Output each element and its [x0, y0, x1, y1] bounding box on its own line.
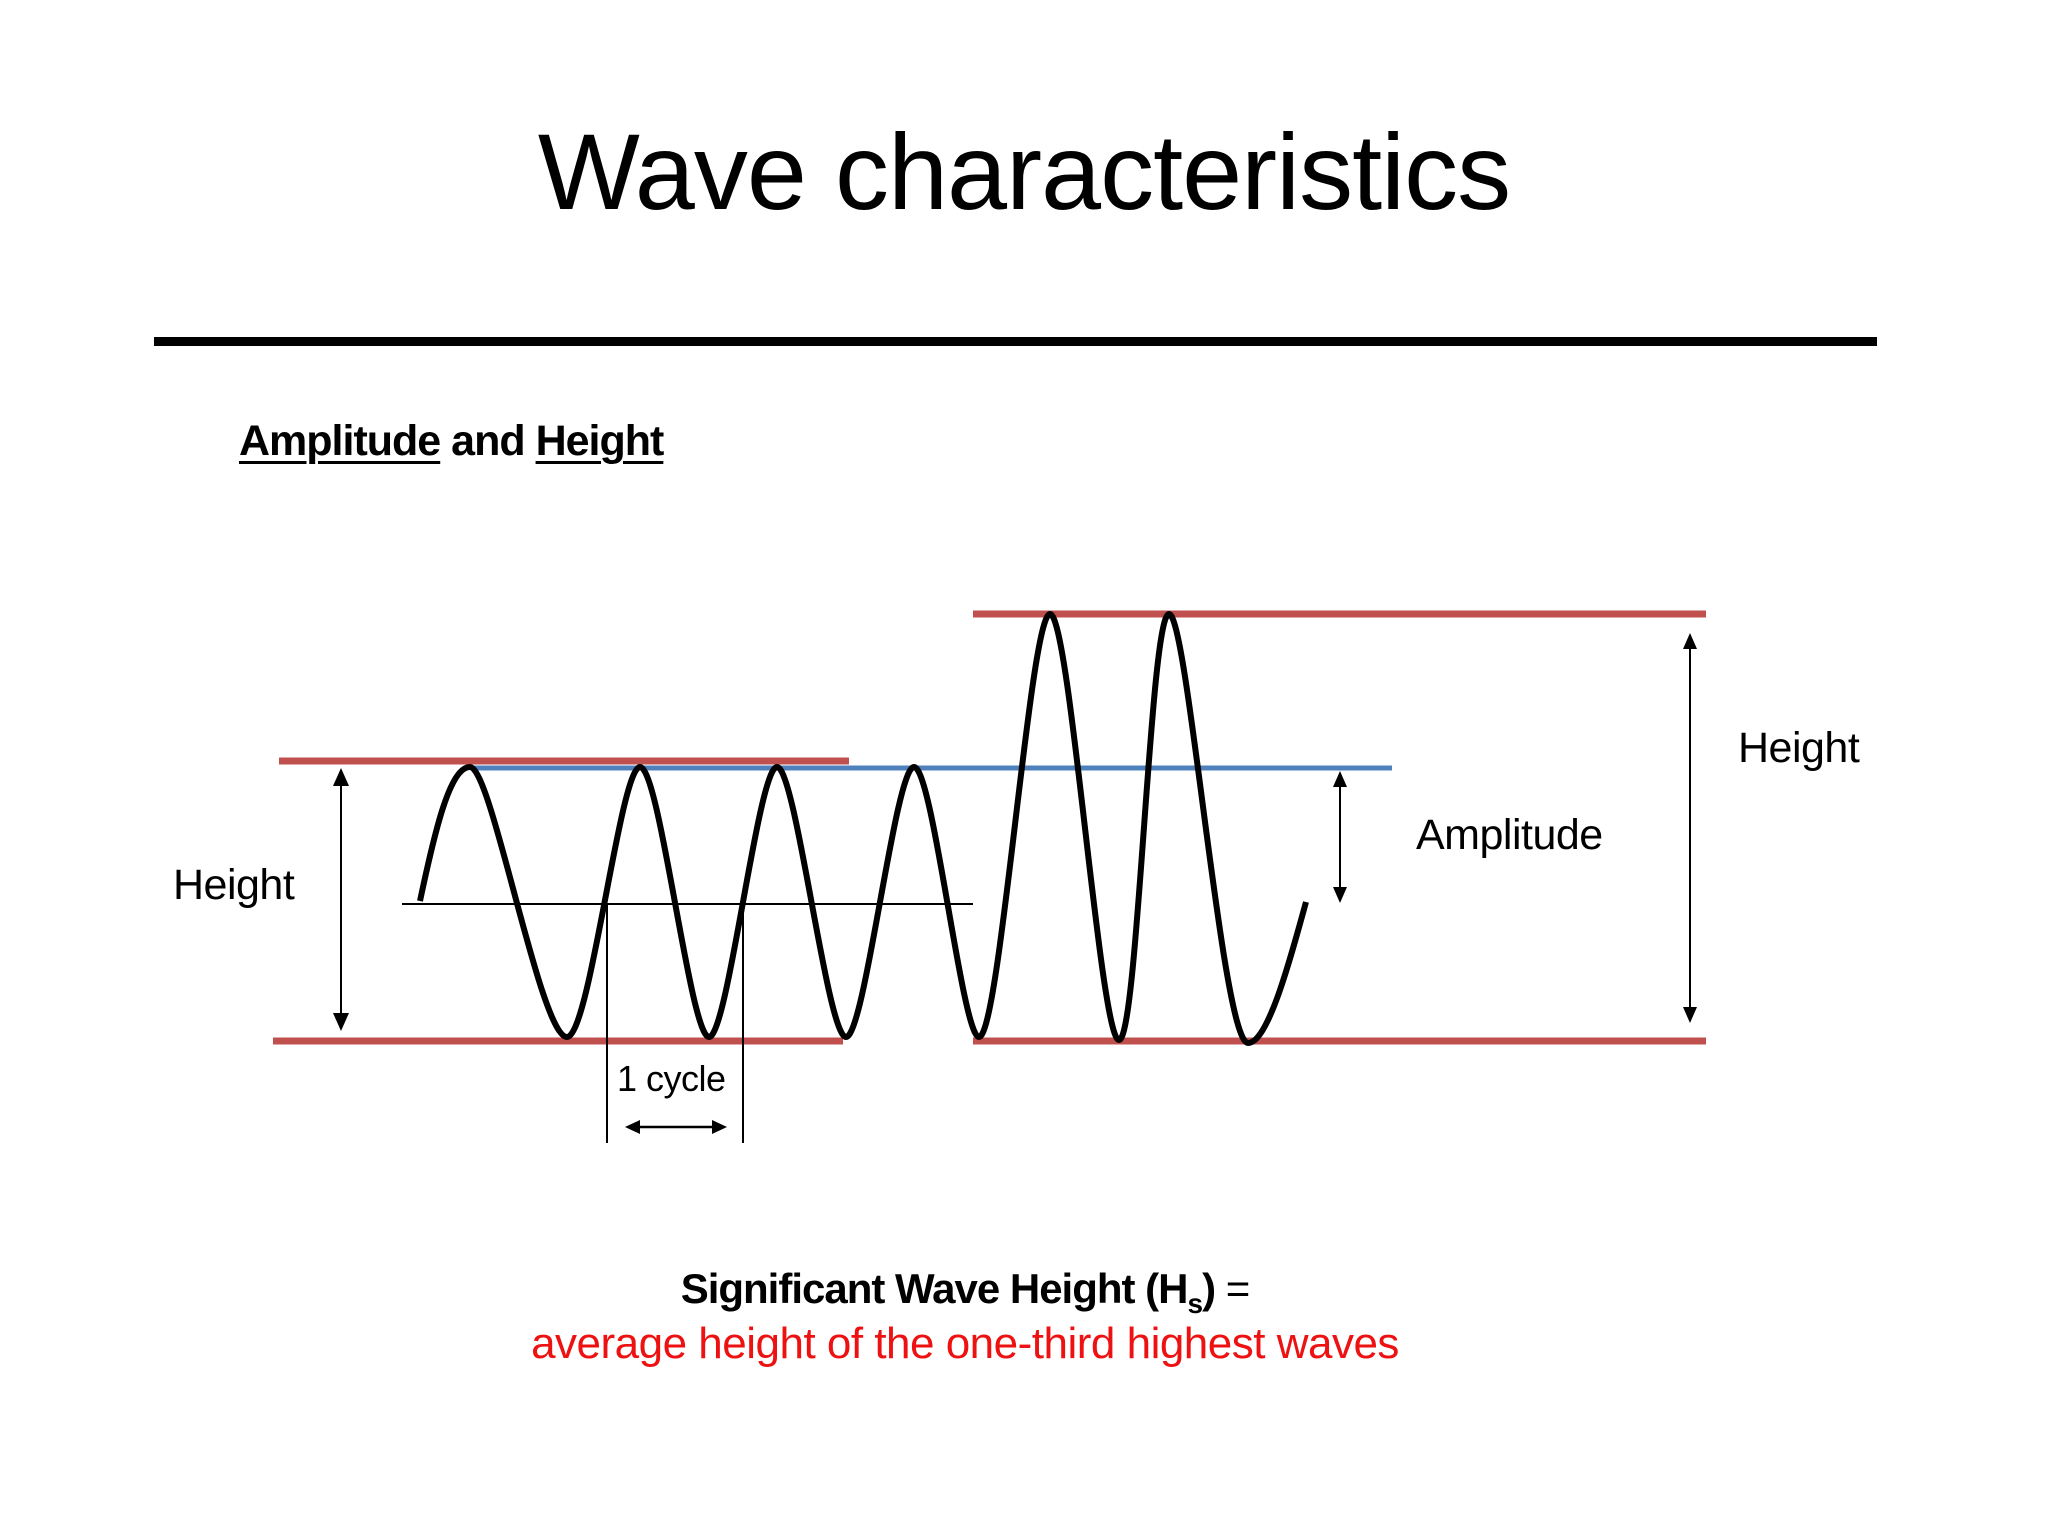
arrowhead-up-icon	[1683, 633, 1697, 649]
term-subscript: s	[1187, 1288, 1204, 1319]
arrowhead-down-icon	[1333, 887, 1347, 903]
significant-wave-height-term: Significant Wave Height (Hs) =	[0, 1265, 1930, 1318]
arrowhead-right-icon	[712, 1120, 727, 1134]
heading-height: Height	[535, 417, 665, 465]
arrowhead-left-icon	[625, 1120, 640, 1134]
term-close: )	[1202, 1265, 1216, 1312]
title-divider	[154, 337, 1877, 346]
arrowhead-down-icon	[1683, 1007, 1697, 1023]
wave-curve	[417, 611, 1309, 1046]
heading-and: and	[440, 417, 536, 465]
term-text: Significant Wave Height (H	[680, 1265, 1189, 1312]
definition-text: average height of the one-third highest …	[531, 1319, 1399, 1368]
arrowhead-up-icon	[1333, 771, 1347, 787]
height-label-left: Height	[173, 861, 295, 909]
section-heading: Amplitude and Height	[239, 417, 665, 465]
cycle-label: 1 cycle	[617, 1058, 726, 1099]
arrowhead-down-icon	[333, 1013, 349, 1031]
arrowhead-up-icon	[333, 768, 349, 786]
heading-amplitude: Amplitude	[239, 417, 441, 465]
equals-sign: =	[1215, 1265, 1251, 1312]
amplitude-label: Amplitude	[1416, 811, 1603, 859]
height-label-right: Height	[1738, 724, 1860, 772]
slide-title: Wave characteristics	[537, 111, 1511, 232]
